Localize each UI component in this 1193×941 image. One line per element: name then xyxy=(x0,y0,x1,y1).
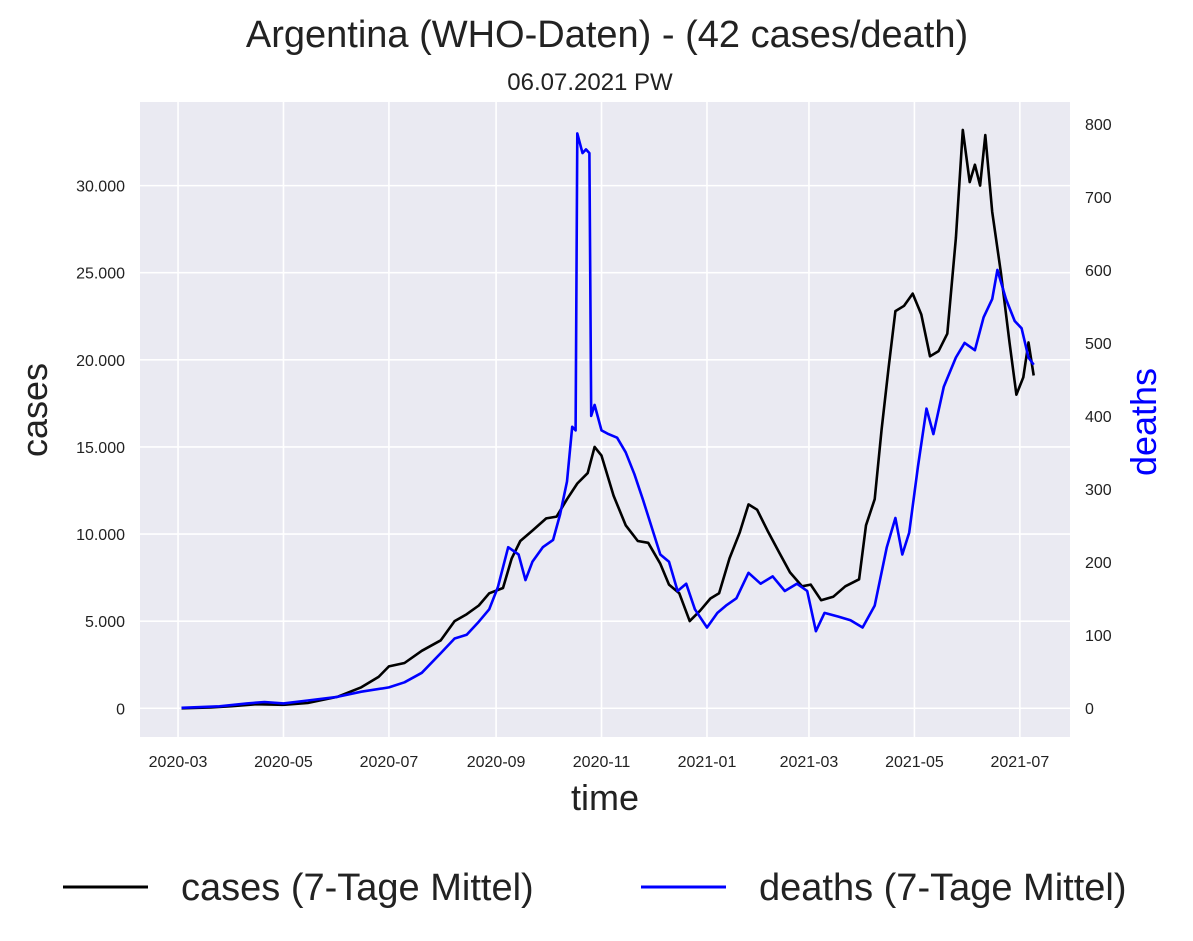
y2-axis-label: deaths xyxy=(1123,368,1164,476)
chart-title: Argentina (WHO-Daten) - (42 cases/death) xyxy=(246,14,968,56)
x-tick-label: 2021-05 xyxy=(885,754,944,771)
y2-tick-label: 500 xyxy=(1085,336,1112,353)
deaths-line xyxy=(181,132,1035,710)
cases-line xyxy=(181,128,1035,710)
x-tick-label: 2020-05 xyxy=(254,754,313,771)
y-tick-label: 15.000 xyxy=(76,440,125,457)
y2-tick-label: 600 xyxy=(1085,263,1112,280)
legend-label-deaths: deaths (7-Tage Mittel) xyxy=(759,867,1127,909)
grid xyxy=(140,102,1070,737)
y2-tick-label: 800 xyxy=(1085,117,1112,134)
y-tick-label: 20.000 xyxy=(76,353,125,370)
y-tick-label: 30.000 xyxy=(76,179,125,196)
y-tick-label: 0 xyxy=(116,701,125,718)
x-tick-label: 2021-03 xyxy=(780,754,839,771)
y-ticks: 0 5.000 10.000 15.000 20.000 25.000 30.000 xyxy=(76,179,125,719)
x-tick-label: 2020-11 xyxy=(573,754,631,771)
y-tick-label: 5.000 xyxy=(85,614,125,631)
y2-tick-label: 100 xyxy=(1085,628,1112,645)
chart-subtitle: 06.07.2021 PW xyxy=(507,69,673,96)
y2-tick-label: 300 xyxy=(1085,482,1112,499)
x-tick-label: 2021-07 xyxy=(991,754,1050,771)
y-axis-label: cases xyxy=(14,363,55,457)
series-lines xyxy=(181,128,1035,710)
y2-ticks: 0 100 200 300 400 500 600 700 800 xyxy=(1085,117,1112,718)
y2-tick-label: 400 xyxy=(1085,409,1112,426)
legend-label-cases: cases (7-Tage Mittel) xyxy=(181,867,534,909)
x-tick-label: 2020-03 xyxy=(149,754,208,771)
y-tick-label: 10.000 xyxy=(76,527,125,544)
y2-tick-label: 0 xyxy=(1085,701,1094,718)
legend: cases (7-Tage Mittel) deaths (7-Tage Mit… xyxy=(63,867,1127,909)
x-ticks: 2020-03 2020-05 2020-07 2020-09 2020-11 2021-… xyxy=(149,754,1050,771)
y2-tick-label: 700 xyxy=(1085,190,1112,207)
y-tick-label: 25.000 xyxy=(76,266,125,283)
x-tick-label: 2020-07 xyxy=(360,754,419,771)
x-tick-label: 2020-09 xyxy=(467,754,526,771)
x-tick-label: 2021-01 xyxy=(678,754,737,771)
x-axis-label: time xyxy=(571,777,639,818)
y2-tick-label: 200 xyxy=(1085,555,1112,572)
